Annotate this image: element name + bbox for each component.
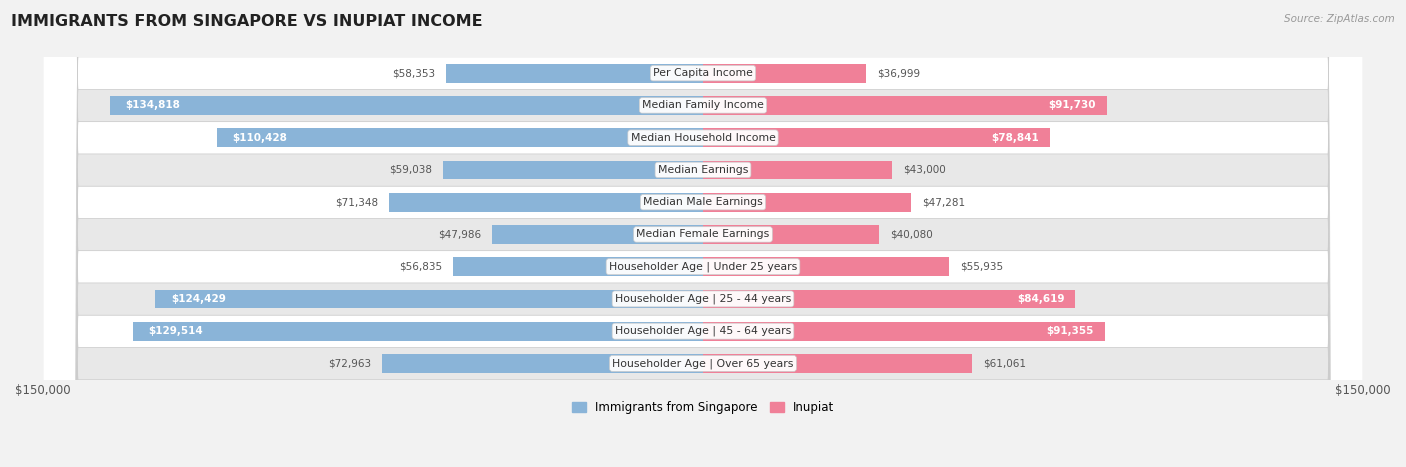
Text: $91,730: $91,730 [1049,100,1095,110]
Bar [453,257,703,276]
FancyBboxPatch shape [42,0,1364,467]
Text: $47,986: $47,986 [437,229,481,240]
FancyBboxPatch shape [42,0,1364,467]
Text: IMMIGRANTS FROM SINGAPORE VS INUPIAT INCOME: IMMIGRANTS FROM SINGAPORE VS INUPIAT INC… [11,14,482,29]
Text: $110,428: $110,428 [232,133,287,142]
Text: Householder Age | Over 65 years: Householder Age | Over 65 years [612,358,794,368]
Bar [446,64,703,83]
Text: $36,999: $36,999 [877,68,920,78]
Text: $43,000: $43,000 [903,165,946,175]
FancyBboxPatch shape [42,0,1364,467]
Text: $71,348: $71,348 [335,197,378,207]
Legend: Immigrants from Singapore, Inupiat: Immigrants from Singapore, Inupiat [567,396,839,419]
Bar [155,290,703,308]
Text: Per Capita Income: Per Capita Income [652,68,754,78]
Text: $134,818: $134,818 [125,100,180,110]
Text: $47,281: $47,281 [922,197,966,207]
Text: Median Household Income: Median Household Income [630,133,776,142]
Text: Median Earnings: Median Earnings [658,165,748,175]
Text: $72,963: $72,963 [328,358,371,368]
FancyBboxPatch shape [42,0,1364,467]
Text: Median Male Earnings: Median Male Earnings [643,197,763,207]
Bar [703,161,893,179]
Bar [703,128,1050,147]
Bar [134,322,703,340]
Bar [110,96,703,115]
Text: $78,841: $78,841 [991,133,1039,142]
Text: Source: ZipAtlas.com: Source: ZipAtlas.com [1284,14,1395,24]
Bar [389,193,703,212]
FancyBboxPatch shape [42,0,1364,467]
Bar [492,225,703,244]
Bar [703,193,911,212]
Text: Householder Age | 25 - 44 years: Householder Age | 25 - 44 years [614,294,792,304]
Text: $58,353: $58,353 [392,68,436,78]
Text: $124,429: $124,429 [170,294,225,304]
FancyBboxPatch shape [42,0,1364,467]
FancyBboxPatch shape [42,0,1364,467]
Bar [443,161,703,179]
Bar [382,354,703,373]
Text: $59,038: $59,038 [389,165,432,175]
Bar [703,64,866,83]
Bar [217,128,703,147]
Text: $55,935: $55,935 [960,262,1004,272]
Bar [703,96,1107,115]
Text: $61,061: $61,061 [983,358,1026,368]
Text: $91,355: $91,355 [1046,326,1094,336]
Bar [703,322,1105,340]
Text: $40,080: $40,080 [890,229,934,240]
FancyBboxPatch shape [42,0,1364,467]
Text: Householder Age | Under 25 years: Householder Age | Under 25 years [609,262,797,272]
Text: Median Family Income: Median Family Income [643,100,763,110]
Text: $84,619: $84,619 [1017,294,1064,304]
FancyBboxPatch shape [42,0,1364,467]
Text: $129,514: $129,514 [149,326,202,336]
Bar [703,354,972,373]
FancyBboxPatch shape [42,0,1364,467]
Bar [703,225,879,244]
Text: $56,835: $56,835 [399,262,441,272]
Text: Median Female Earnings: Median Female Earnings [637,229,769,240]
Bar [703,257,949,276]
Bar [703,290,1076,308]
Text: Householder Age | 45 - 64 years: Householder Age | 45 - 64 years [614,326,792,336]
